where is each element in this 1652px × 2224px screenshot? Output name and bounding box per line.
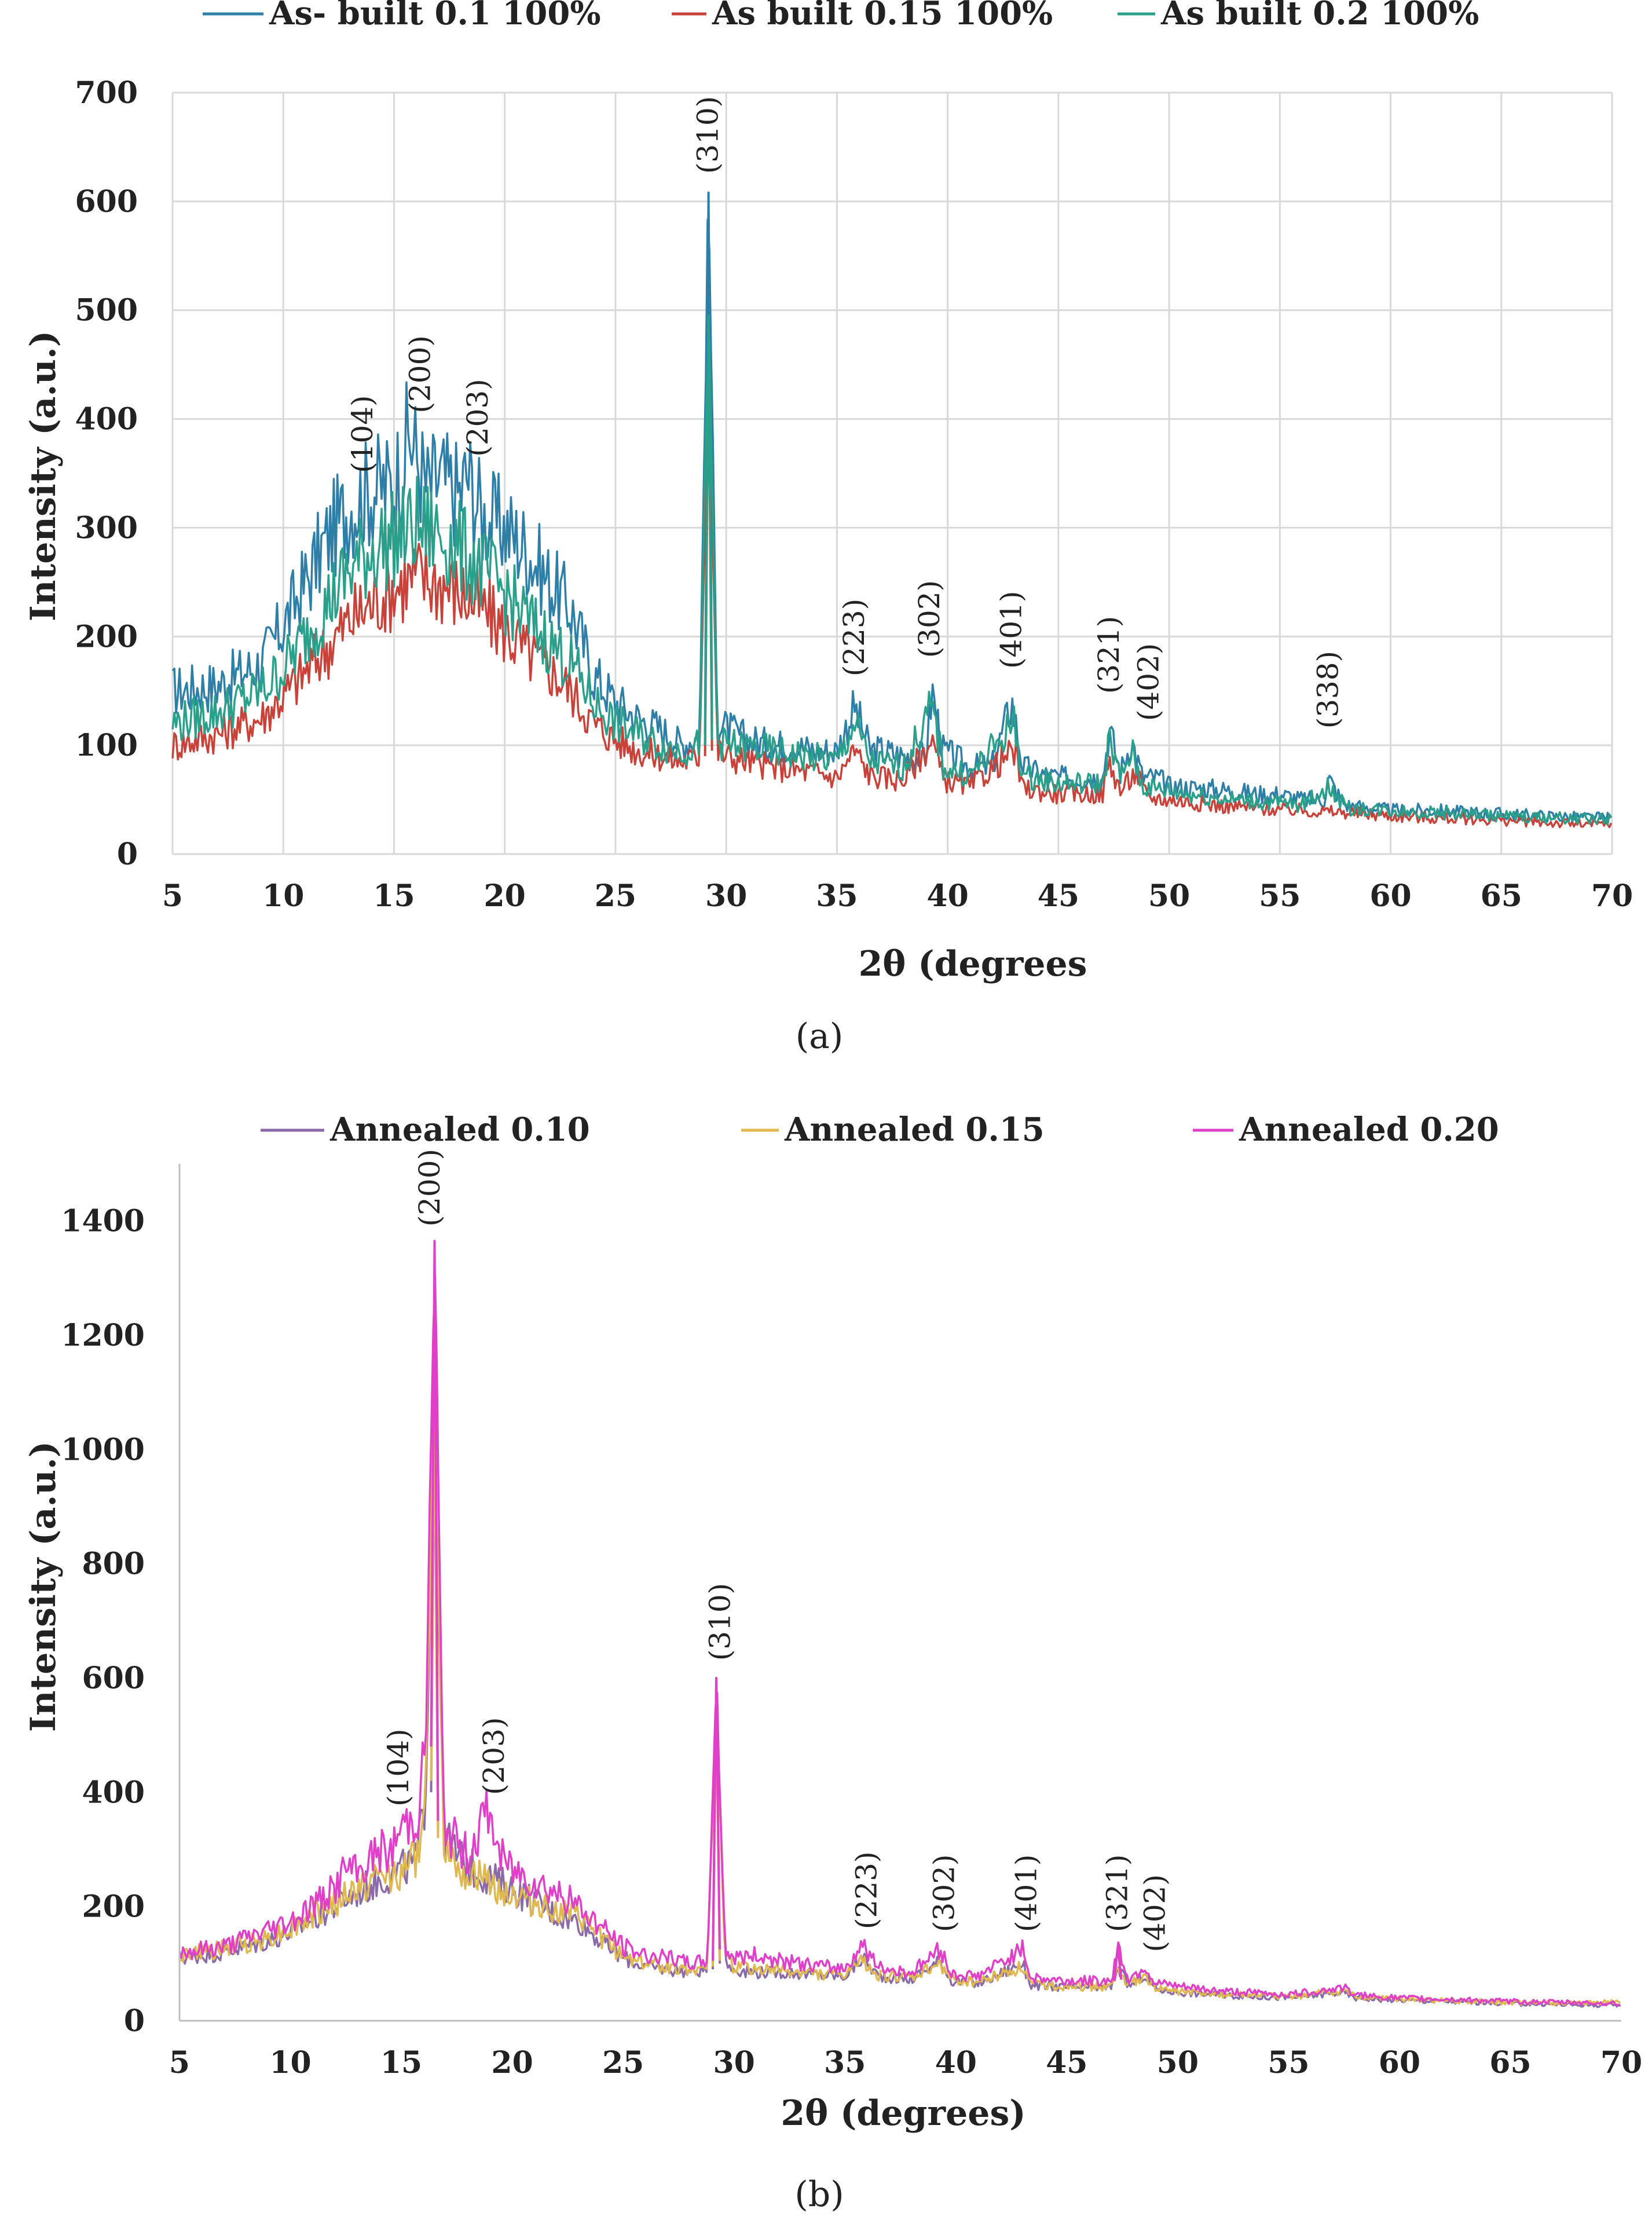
x-tick-label: 50 bbox=[1157, 2045, 1199, 2080]
panel-a-label: (a) bbox=[796, 1016, 844, 1057]
x-tick-label: 25 bbox=[595, 878, 636, 914]
peak-label: (401) bbox=[1009, 1854, 1043, 1932]
y-tick-label: 100 bbox=[75, 728, 138, 763]
x-tick-label: 15 bbox=[373, 878, 415, 914]
y-tick-label: 700 bbox=[75, 75, 138, 111]
y-tick-label: 400 bbox=[82, 1775, 145, 1810]
x-tick-label: 45 bbox=[1046, 2045, 1087, 2080]
x-tick-label: 70 bbox=[1591, 878, 1633, 914]
y-tick-label: 500 bbox=[75, 293, 138, 328]
legend-entry: As built 0.15 100% bbox=[712, 0, 1053, 32]
series-peak-mark bbox=[712, 1677, 721, 1961]
legend-entry: Annealed 0.20 bbox=[1239, 1111, 1499, 1149]
x-tick-label: 65 bbox=[1489, 2045, 1531, 2080]
x-tick-label: 20 bbox=[491, 2045, 533, 2080]
x-tick-label: 15 bbox=[380, 2045, 422, 2080]
x-tick-label: 70 bbox=[1600, 2045, 1642, 2080]
x-tick-label: 10 bbox=[269, 2045, 311, 2080]
panel-a-grid bbox=[171, 91, 1613, 855]
y-tick-label: 800 bbox=[82, 1547, 145, 1582]
x-tick-label: 45 bbox=[1038, 878, 1079, 914]
panel-b-series-group bbox=[178, 1240, 1621, 2009]
peak-label: (104) bbox=[382, 1728, 415, 1806]
series-line bbox=[171, 400, 1613, 829]
peak-label: (223) bbox=[850, 1852, 884, 1929]
x-tick-label: 40 bbox=[926, 878, 968, 914]
y-tick-label: 400 bbox=[75, 402, 138, 437]
peak-label: (302) bbox=[928, 1854, 961, 1932]
panel-a-ticks: 5 10 15 20 25 30 35 40 45 50 55 60 65 700100200300400… bbox=[75, 75, 1633, 914]
x-tick-label: 35 bbox=[824, 2045, 866, 2080]
x-tick-label: 40 bbox=[935, 2045, 977, 2080]
panel-b-ticks: 5 10 15 20 25 30 35 40 45 50 55 60 65 70 0 200 400 600 800… bbox=[61, 1204, 1642, 2080]
x-tick-label: 10 bbox=[262, 878, 304, 914]
peak-label: (104) bbox=[346, 395, 379, 472]
y-tick-label: 0 bbox=[117, 837, 138, 872]
x-tick-label: 30 bbox=[713, 2045, 755, 2080]
panel-a-series-group bbox=[171, 191, 1613, 829]
y-tick-label: 200 bbox=[75, 619, 138, 654]
y-tick-label: 300 bbox=[75, 510, 138, 545]
x-tick-label: 5 bbox=[162, 878, 183, 914]
y-tick-label: 600 bbox=[75, 184, 138, 219]
peak-label: (310) bbox=[691, 96, 725, 174]
peak-label: (200) bbox=[413, 1149, 446, 1226]
panel-a-x-axis-title: 2θ (degrees bbox=[859, 944, 1087, 984]
x-tick-label: 65 bbox=[1481, 878, 1522, 914]
series-line bbox=[171, 340, 1613, 826]
panel-b-label: (b) bbox=[794, 2174, 844, 2215]
y-tick-label: 1000 bbox=[61, 1432, 145, 1467]
panel-b-axes bbox=[178, 1164, 1621, 2022]
peak-label: (402) bbox=[1138, 1874, 1172, 1952]
panel-a-y-axis-title: Intensity (a.u.) bbox=[23, 331, 64, 621]
x-tick-label: 55 bbox=[1259, 878, 1301, 914]
peak-label: (402) bbox=[1132, 643, 1166, 721]
peak-label: (203) bbox=[477, 1717, 511, 1795]
panel-b-chart: 5 10 15 20 25 30 35 40 45 50 55 60 65 70 0 200 400 600 800… bbox=[23, 1111, 1642, 2215]
y-tick-label: 600 bbox=[82, 1661, 145, 1696]
legend-entry: Annealed 0.15 bbox=[784, 1111, 1045, 1149]
peak-label: (223) bbox=[837, 599, 871, 676]
peak-label: (310) bbox=[704, 1583, 737, 1661]
x-tick-label: 25 bbox=[602, 2045, 644, 2080]
peak-label: (302) bbox=[913, 580, 946, 658]
legend-entry: As built 0.2 100% bbox=[1160, 0, 1479, 32]
panel-b-annotations: (104) (200) (203) (310) (223) (302) (401) (321)… bbox=[382, 1149, 1171, 1952]
panel-a-annotations: (104) (200) (203) (310) (223) (302) (401) (321)… bbox=[346, 96, 1345, 729]
peak-label: (338) bbox=[1311, 651, 1345, 728]
x-tick-label: 5 bbox=[169, 2045, 190, 2080]
series-line bbox=[178, 1274, 1621, 2007]
x-tick-label: 60 bbox=[1369, 878, 1411, 914]
x-tick-label: 50 bbox=[1148, 878, 1190, 914]
panel-b-y-axis-title: Intensity (a.u.) bbox=[23, 1441, 64, 1732]
peak-label: (401) bbox=[995, 591, 1028, 669]
x-tick-label: 35 bbox=[816, 878, 858, 914]
series-peak-mark bbox=[430, 1240, 439, 1821]
x-tick-label: 60 bbox=[1379, 2045, 1420, 2080]
legend-entry: Annealed 0.10 bbox=[329, 1111, 590, 1149]
peak-label: (203) bbox=[461, 379, 494, 456]
series-peak-mark bbox=[704, 314, 713, 746]
panel-a-legend: As- built 0.1 100% As built 0.15 100% As b… bbox=[203, 0, 1479, 32]
x-tick-label: 55 bbox=[1268, 2045, 1309, 2080]
series-line bbox=[178, 1389, 1621, 2006]
panel-a-chart: 5 10 15 20 25 30 35 40 45 50 55 60 65 700100200300400… bbox=[23, 0, 1633, 1057]
y-tick-label: 1400 bbox=[61, 1204, 145, 1239]
peak-label: (321) bbox=[1100, 1854, 1134, 1932]
x-tick-label: 30 bbox=[705, 878, 747, 914]
x-tick-label: 20 bbox=[484, 878, 526, 914]
peak-label: (200) bbox=[403, 335, 437, 413]
y-tick-label: 0 bbox=[124, 2003, 145, 2039]
panel-b-x-axis-title: 2θ (degrees) bbox=[781, 2093, 1025, 2134]
y-tick-label: 200 bbox=[82, 1889, 145, 1925]
legend-entry: As- built 0.1 100% bbox=[269, 0, 601, 32]
y-tick-label: 1200 bbox=[61, 1318, 145, 1353]
peak-label: (321) bbox=[1092, 616, 1126, 694]
panel-b-legend: Annealed 0.10 Annealed 0.15 Annealed 0.20 bbox=[261, 1111, 1499, 1149]
